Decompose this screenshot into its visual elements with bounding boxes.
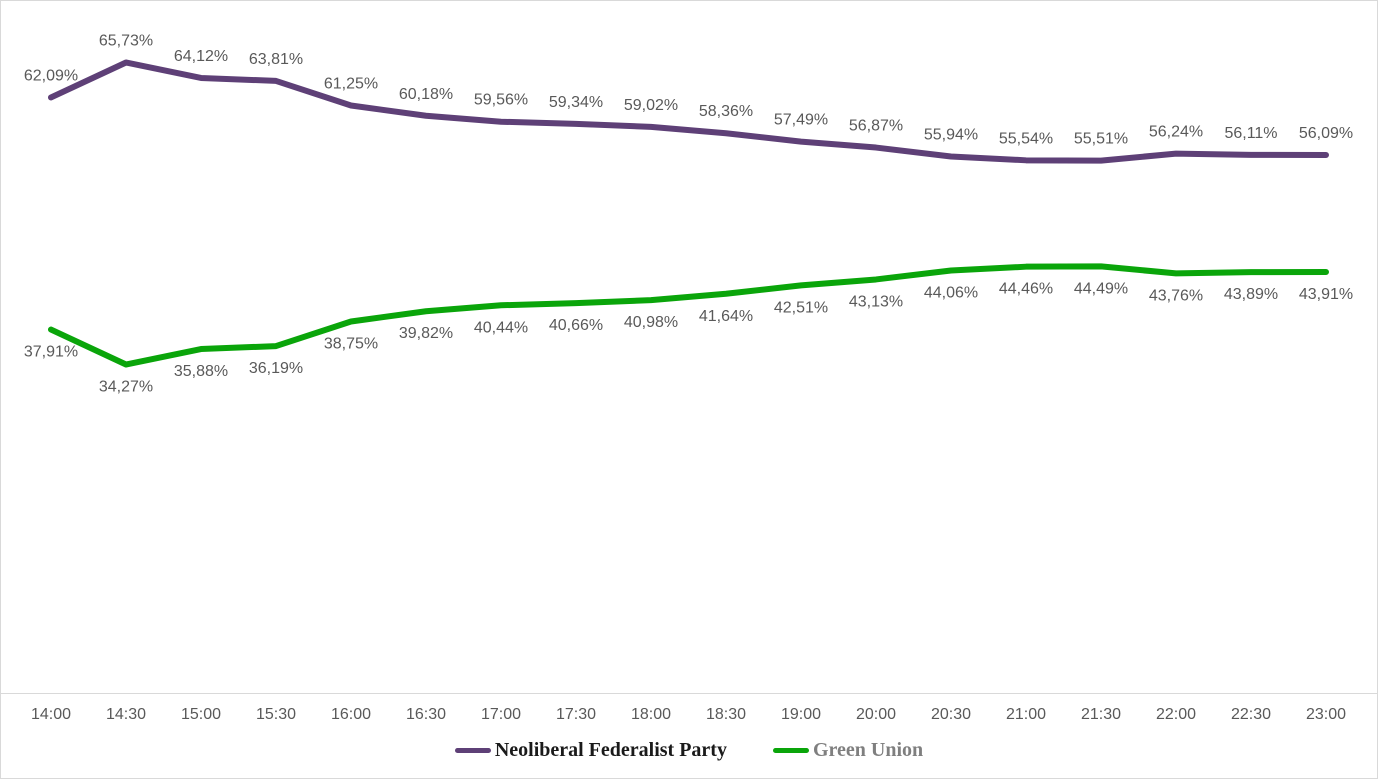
data-label-green-union: 43,89% [1224, 286, 1278, 303]
x-tick-label: 21:00 [1006, 706, 1046, 723]
data-label-green-union: 40,66% [549, 317, 603, 334]
legend-item-green-union: Green Union [772, 739, 924, 761]
data-label-neoliberal-federalist-party: 64,12% [174, 48, 228, 65]
x-tick-label: 23:00 [1306, 706, 1346, 723]
data-label-neoliberal-federalist-party: 56,11% [1224, 125, 1277, 142]
data-label-neoliberal-federalist-party: 62,09% [24, 67, 78, 84]
x-tick-label: 22:30 [1231, 706, 1271, 723]
legend-label: Neoliberal Federalist Party [494, 739, 727, 761]
data-label-neoliberal-federalist-party: 56,24% [1149, 124, 1203, 141]
x-tick-label: 20:00 [856, 706, 896, 723]
data-label-neoliberal-federalist-party: 59,02% [624, 97, 678, 114]
data-label-green-union: 43,76% [1149, 287, 1203, 304]
data-label-green-union: 41,64% [699, 308, 753, 325]
x-tick-label: 16:30 [406, 706, 446, 723]
legend-label: Green Union [812, 739, 924, 761]
data-label-green-union: 40,98% [624, 314, 678, 331]
x-tick-label: 15:30 [256, 706, 296, 723]
x-tick-label: 17:30 [556, 706, 596, 723]
x-tick-label: 19:00 [781, 706, 821, 723]
data-label-neoliberal-federalist-party: 58,36% [699, 103, 753, 120]
data-label-neoliberal-federalist-party: 59,34% [549, 94, 603, 111]
data-label-green-union: 38,75% [324, 336, 378, 353]
data-label-green-union: 40,44% [474, 319, 528, 336]
data-label-green-union: 43,13% [849, 293, 903, 310]
series-line-green-union [48, 263, 1329, 368]
x-tick-label: 16:00 [331, 706, 371, 723]
x-tick-label: 14:30 [106, 706, 146, 723]
data-label-neoliberal-federalist-party: 55,54% [999, 130, 1053, 147]
data-label-green-union: 43,91% [1299, 286, 1353, 303]
data-label-green-union: 39,82% [399, 325, 453, 342]
data-label-green-union: 44,46% [999, 281, 1053, 298]
data-label-green-union: 35,88% [174, 363, 228, 380]
data-label-neoliberal-federalist-party: 56,87% [849, 118, 903, 135]
data-label-green-union: 34,27% [99, 379, 153, 396]
x-tick-label: 17:00 [481, 706, 521, 723]
data-label-green-union: 44,06% [924, 285, 978, 302]
legend-line-marker-purple [454, 747, 491, 753]
data-label-neoliberal-federalist-party: 63,81% [249, 51, 303, 68]
x-tick-label: 21:30 [1081, 706, 1121, 723]
data-label-green-union: 37,91% [24, 344, 78, 361]
x-tick-label: 20:30 [931, 706, 971, 723]
x-tick-label: 14:00 [31, 706, 71, 723]
data-label-green-union: 44,49% [1074, 280, 1128, 297]
legend-line-marker-green [772, 747, 809, 753]
data-label-neoliberal-federalist-party: 56,09% [1299, 125, 1353, 142]
x-tick-label: 18:30 [706, 706, 746, 723]
x-tick-label: 22:00 [1156, 706, 1196, 723]
data-label-green-union: 36,19% [249, 360, 303, 377]
data-label-neoliberal-federalist-party: 55,51% [1074, 131, 1128, 148]
data-label-neoliberal-federalist-party: 59,56% [474, 92, 528, 109]
data-label-neoliberal-federalist-party: 60,18% [399, 86, 453, 103]
data-label-neoliberal-federalist-party: 61,25% [324, 76, 378, 93]
x-tick-label: 18:00 [631, 706, 671, 723]
data-label-neoliberal-federalist-party: 65,73% [99, 32, 153, 49]
data-label-neoliberal-federalist-party: 57,49% [774, 112, 828, 129]
x-tick-label: 15:00 [181, 706, 221, 723]
data-label-green-union: 42,51% [774, 299, 828, 316]
series-line-neoliberal-federalist-party [48, 59, 1329, 164]
data-label-neoliberal-federalist-party: 55,94% [924, 126, 978, 143]
legend: Neoliberal Federalist Party Green Union [1, 734, 1377, 766]
legend-item-neoliberal-federalist-party: Neoliberal Federalist Party [454, 739, 727, 761]
